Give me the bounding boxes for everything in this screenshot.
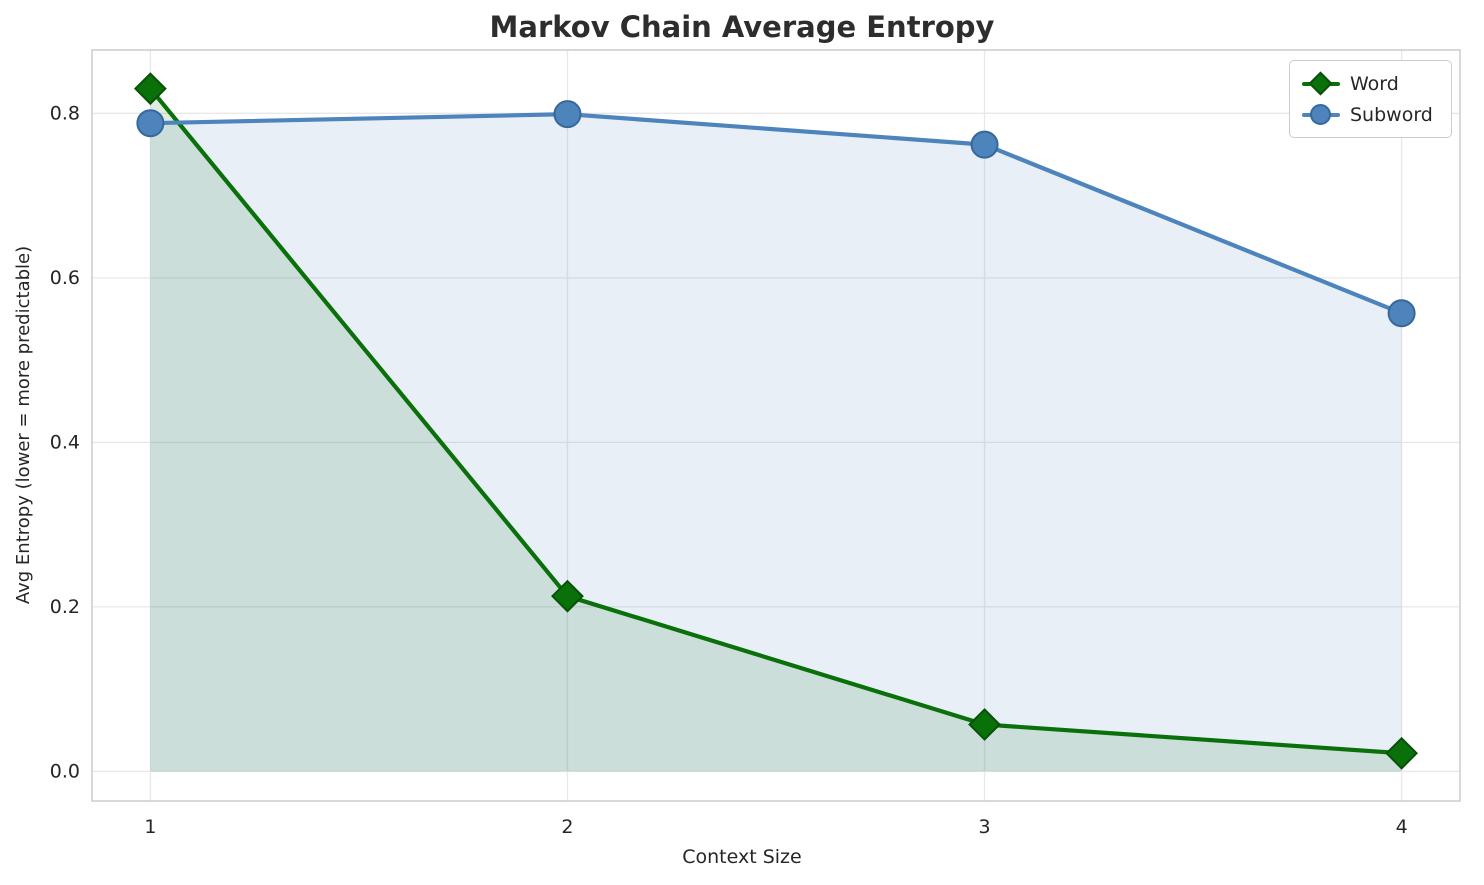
axes-frame: [91, 49, 1461, 802]
marker-word-diamond: [551, 579, 584, 613]
x-axis-label: Context Size: [682, 846, 802, 868]
line-subword: [148, 112, 1404, 316]
x-tick-label: 4: [1396, 816, 1408, 838]
legend: Word Subword: [1289, 60, 1452, 138]
marker-subword-circle: [970, 130, 999, 159]
x-tick-label: 1: [144, 816, 156, 838]
marker-word-diamond: [968, 708, 1001, 741]
x-tick-label: 2: [561, 816, 573, 838]
y-tick-label: 0.6: [50, 267, 80, 289]
diamond-icon: [1308, 70, 1333, 96]
circle-icon: [1310, 103, 1331, 125]
legend-item-word: Word: [1302, 68, 1439, 99]
marker-subword-circle: [136, 109, 165, 138]
marker-word-diamond: [1385, 736, 1419, 770]
word-diamond-marker-icon: [1302, 70, 1340, 97]
line-word: [148, 86, 1404, 756]
y-tick-label: 0.8: [50, 102, 80, 124]
legend-label-subword: Subword: [1350, 103, 1433, 126]
area-subword: [150, 114, 1402, 772]
x-tick-label: 3: [978, 816, 990, 838]
y-tick-label: 0.0: [50, 760, 80, 782]
area-word: [150, 88, 1402, 772]
marker-subword-circle: [553, 100, 582, 129]
y-tick-label: 0.4: [50, 431, 80, 453]
legend-label-word: Word: [1350, 72, 1399, 95]
marker-word-diamond: [133, 72, 167, 106]
chart-title: Markov Chain Average Entropy: [489, 10, 995, 44]
y-tick-label: 0.2: [50, 596, 80, 618]
subword-circle-marker-icon: [1302, 102, 1340, 128]
legend-item-subword: Subword: [1302, 99, 1439, 130]
marker-subword-circle: [1387, 299, 1416, 328]
